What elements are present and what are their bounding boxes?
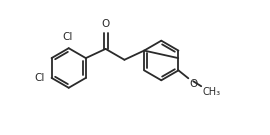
Text: O: O <box>102 19 110 29</box>
Text: Cl: Cl <box>63 32 73 42</box>
Text: O: O <box>189 79 198 89</box>
Text: Cl: Cl <box>34 73 45 83</box>
Text: CH₃: CH₃ <box>202 87 220 97</box>
